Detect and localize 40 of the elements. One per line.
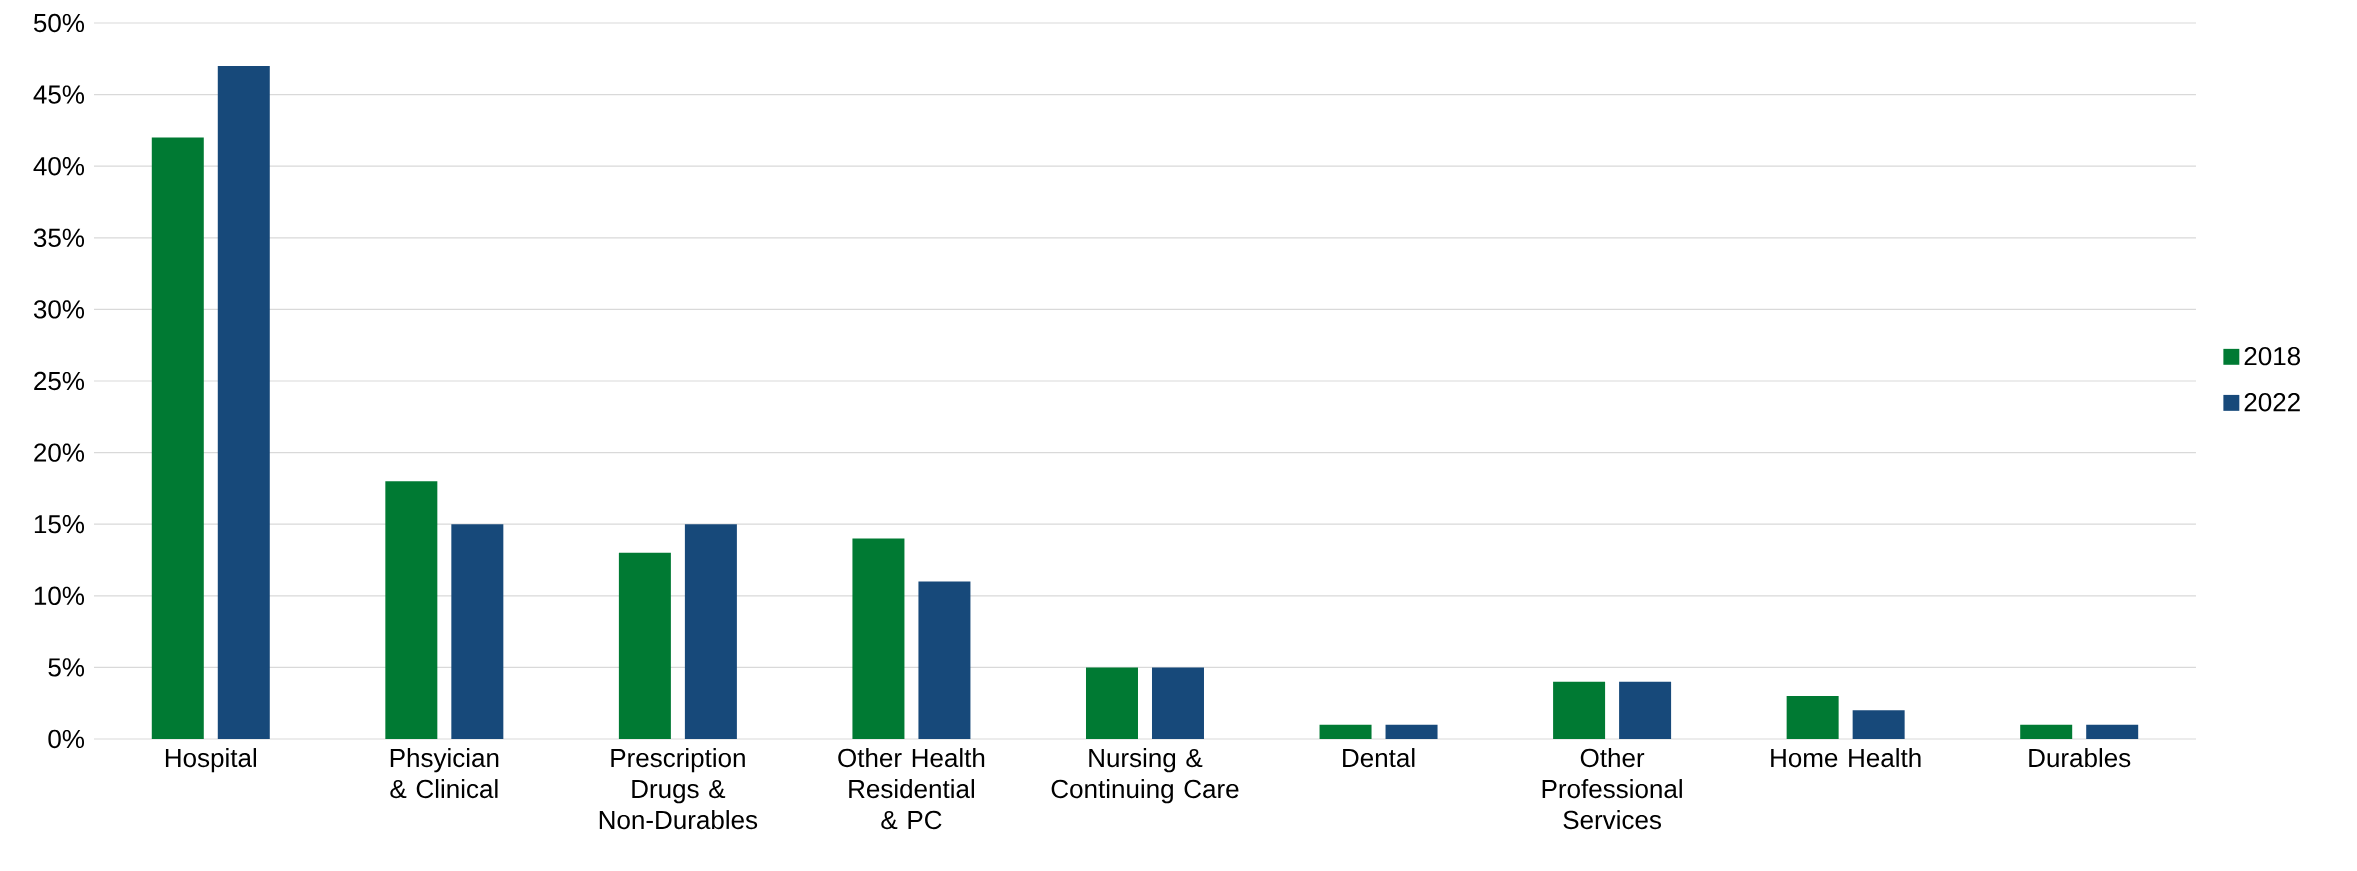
bar	[1385, 724, 1438, 739]
bar	[151, 137, 204, 739]
y-tick-label: 15%	[34, 515, 85, 534]
bar	[1786, 696, 1839, 739]
x-tick-label: Home Health	[1771, 748, 1921, 768]
x-tick-label: Dental	[1343, 748, 1415, 768]
bar	[2086, 724, 2139, 739]
x-tick-label: Other Professional Services	[1542, 748, 1682, 830]
bar	[1319, 724, 1372, 739]
legend-label: 2022	[2244, 392, 2300, 412]
bar	[385, 481, 438, 739]
bar	[684, 524, 737, 739]
bar	[1553, 681, 1606, 739]
bar	[451, 524, 504, 739]
bar	[1852, 710, 1905, 739]
x-tick-label: Durables	[2029, 748, 2131, 768]
x-tick-label: Hospital	[165, 748, 256, 773]
y-tick-label: 35%	[33, 228, 85, 247]
bar	[1085, 667, 1138, 739]
y-tick-label: 40%	[33, 156, 85, 176]
y-tick-label: 5%	[48, 658, 85, 677]
y-tick-label: 50%	[33, 13, 85, 33]
bar	[618, 552, 671, 739]
bar	[852, 538, 905, 739]
bar	[2020, 724, 2073, 739]
y-tick-label: 45%	[33, 85, 85, 104]
legend-label: 2018	[2244, 346, 2301, 366]
bar	[217, 65, 270, 739]
x-tick-label: Other Health Residential & PC	[838, 748, 985, 830]
y-tick-label: 25%	[34, 371, 85, 391]
x-tick-label: Phsyician & Clinical	[390, 748, 499, 799]
y-tick-label: 30%	[33, 300, 85, 319]
y-tick-label: 20%	[34, 443, 85, 462]
x-tick-label: Nursing & Continuing Care	[1051, 748, 1239, 804]
bar	[918, 581, 971, 739]
x-tick-label: Prescription Drugs & Non-Durables	[599, 748, 758, 830]
bar	[1619, 681, 1672, 739]
y-tick-label: 10%	[34, 586, 85, 605]
y-tick-label: 0%	[48, 729, 85, 749]
bar	[1151, 667, 1204, 739]
